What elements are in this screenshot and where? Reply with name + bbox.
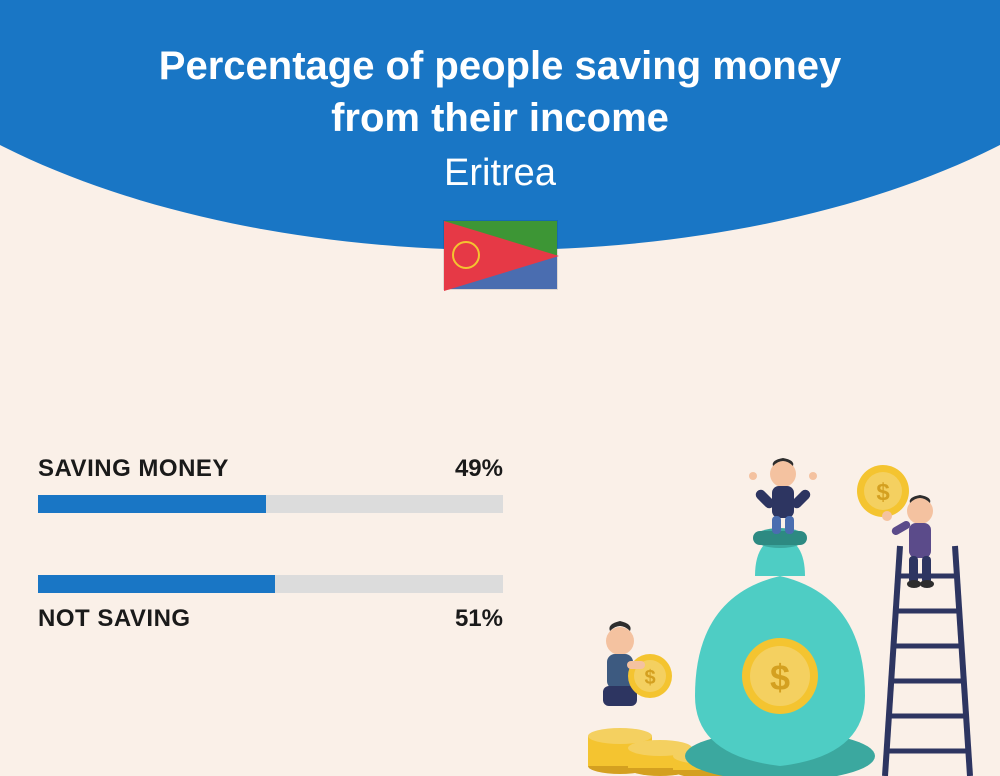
title-line-2: from their income bbox=[0, 92, 1000, 144]
eritrea-flag-icon bbox=[443, 220, 558, 290]
bar-label-row: SAVING MONEY 49% bbox=[38, 455, 503, 483]
svg-text:$: $ bbox=[644, 667, 655, 689]
person-sitting-icon: $ bbox=[603, 621, 672, 706]
flag-emblem-icon bbox=[452, 241, 480, 269]
person-raised-arms-icon bbox=[749, 458, 817, 534]
bar-group-saving: SAVING MONEY 49% bbox=[38, 455, 503, 513]
bars-chart-section: SAVING MONEY 49% NOT SAVING 51% bbox=[38, 455, 503, 695]
bar-track bbox=[38, 495, 503, 513]
money-bag-icon: $ bbox=[685, 528, 875, 776]
bar-track bbox=[38, 575, 503, 593]
country-subtitle: Eritrea bbox=[0, 152, 1000, 195]
money-saving-illustration-icon: $ $ bbox=[565, 446, 985, 776]
header-content: Percentage of people saving money from t… bbox=[0, 0, 1000, 290]
svg-text:$: $ bbox=[876, 479, 890, 506]
title-line-1: Percentage of people saving money bbox=[0, 40, 1000, 92]
bar-group-not-saving: NOT SAVING 51% bbox=[38, 575, 503, 633]
svg-text:$: $ bbox=[770, 657, 790, 698]
bar-fill-saving bbox=[38, 495, 266, 513]
bar-fill-not-saving bbox=[38, 575, 275, 593]
bar-value-not-saving: 51% bbox=[455, 605, 503, 633]
bar-label-saving: SAVING MONEY bbox=[38, 455, 229, 483]
bar-label-row: NOT SAVING 51% bbox=[38, 605, 503, 633]
bar-value-saving: 49% bbox=[455, 455, 503, 483]
bar-label-not-saving: NOT SAVING bbox=[38, 605, 191, 633]
